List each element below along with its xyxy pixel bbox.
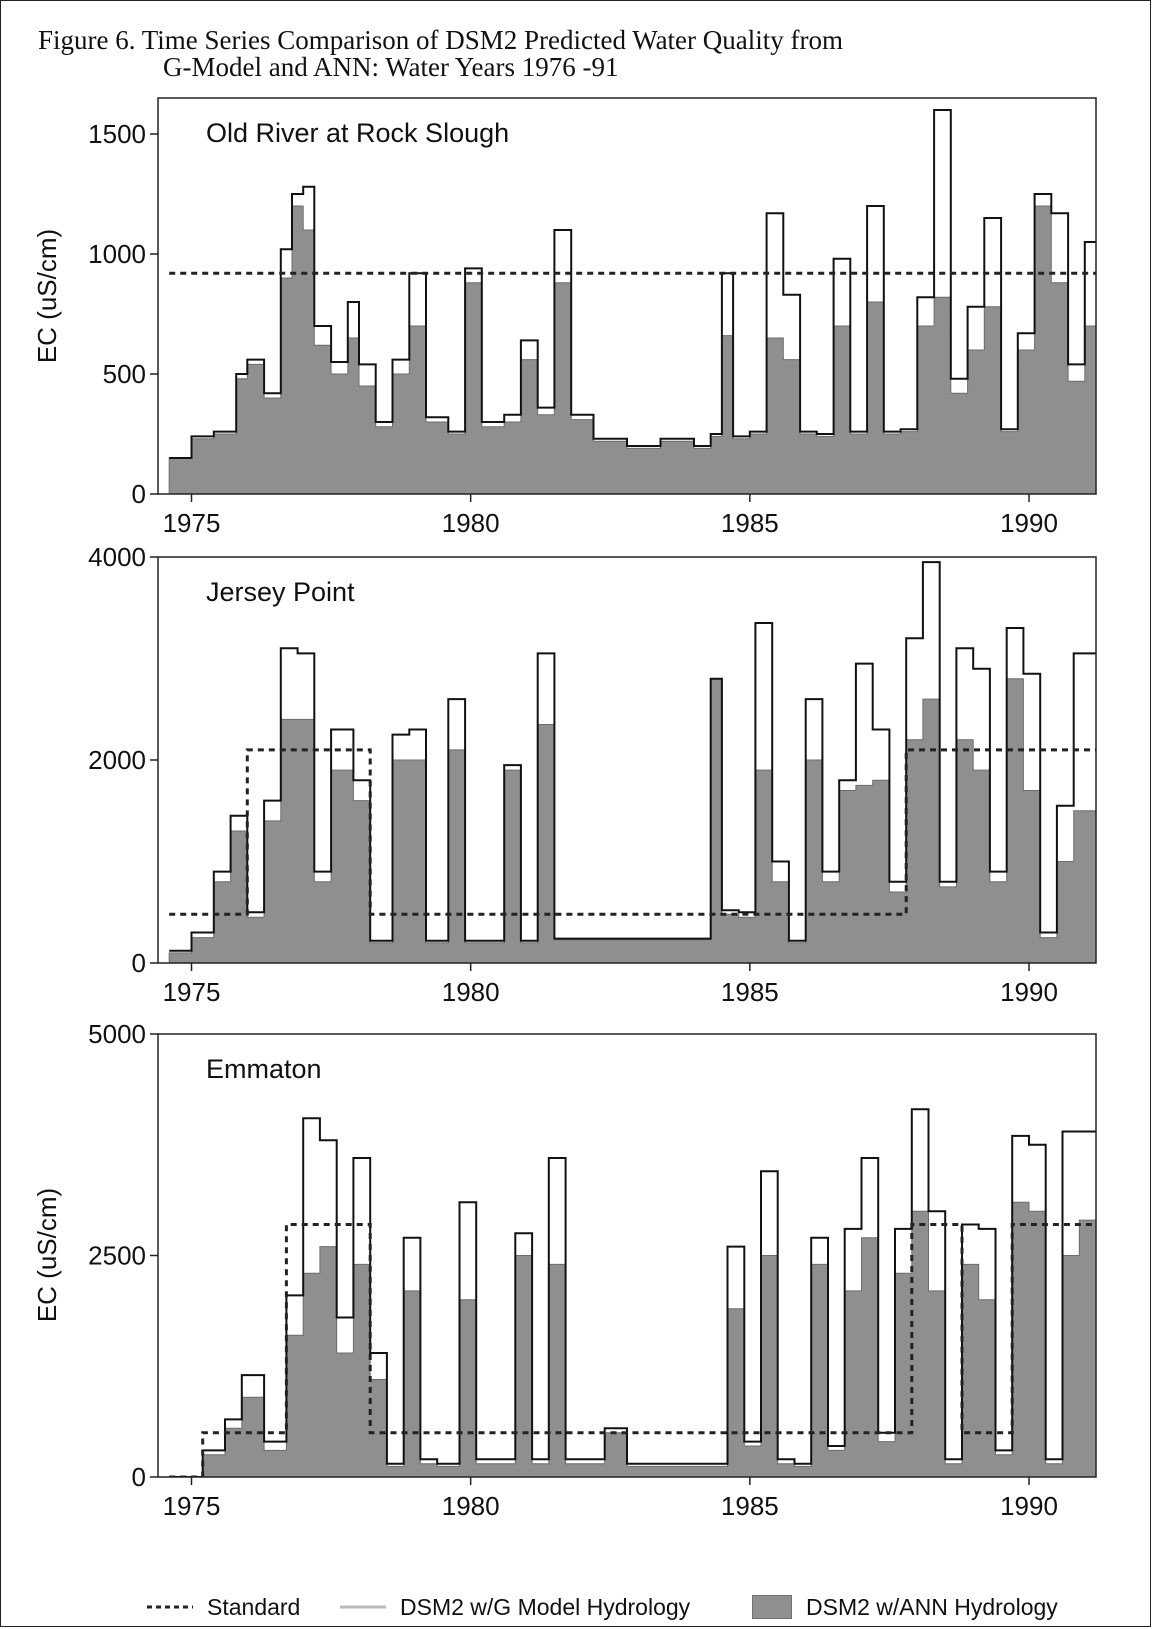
- plot-area: [169, 1108, 1096, 1477]
- series-gmodel-line: [169, 109, 1096, 459]
- plot-frame: [157, 97, 1097, 495]
- y-tick-label: 0: [132, 1462, 146, 1492]
- figure-subtitle: G-Model and ANN: Water Years 1976 -91: [163, 52, 619, 82]
- y-axis-label: EC (uS/cm): [32, 1188, 62, 1322]
- series-gmodel-line: [169, 561, 1096, 952]
- x-tick-label: 1990: [1000, 1491, 1058, 1521]
- ann-fill-swatch: [752, 1595, 792, 1619]
- y-tick-label: 4000: [88, 542, 146, 572]
- figure-title: Figure 6. Time Series Comparison of DSM2…: [38, 25, 844, 55]
- panel-title: Emmaton: [206, 1054, 322, 1084]
- series-standard-line: [169, 1223, 1096, 1477]
- gmodel-line-swatch: [340, 1605, 386, 1609]
- legend-standard-label: Standard: [207, 1593, 301, 1620]
- x-tick-label: 1990: [1000, 977, 1058, 1007]
- series-ann-area: [168, 205, 1096, 494]
- series-ann-area: [169, 1201, 1096, 1477]
- legend-gmodel: DSM2 w/G Model Hydrology: [340, 1593, 690, 1621]
- y-tick-label: 0: [132, 479, 146, 509]
- y-tick-label: 0: [132, 948, 146, 978]
- x-tick-label: 1990: [1000, 508, 1058, 538]
- x-tick-label: 1975: [163, 977, 221, 1007]
- x-tick-label: 1980: [442, 508, 500, 538]
- y-tick-label: 5000: [88, 1019, 146, 1049]
- series-standard-line: [169, 748, 1096, 916]
- chart-panel-3: 0 2500 5000 1975 1980 1985 1990 Emmaton EC (uS/c…: [32, 1019, 1097, 1521]
- x-tick-label: 1985: [721, 977, 779, 1007]
- x-tick-label: 1980: [442, 1491, 500, 1521]
- y-tick-label: 500: [103, 359, 146, 389]
- y-tick-label: 2000: [88, 745, 146, 775]
- x-tick-label: 1975: [163, 508, 221, 538]
- legend-ann-label: DSM2 w/ANN Hydrology: [806, 1593, 1058, 1620]
- legend-gmodel-label: DSM2 w/G Model Hydrology: [400, 1593, 691, 1620]
- series-ann-area: [168, 678, 1096, 963]
- x-tick-label: 1980: [442, 977, 500, 1007]
- y-axis-label: EC (uS/cm): [32, 229, 62, 363]
- panel-title: Old River at Rock Slough: [206, 118, 509, 148]
- charts-canvas: 0 500 1000 1500 1975 1980 1985 1990 Old River at…: [32, 97, 1097, 1521]
- panel-title: Jersey Point: [206, 577, 355, 607]
- x-tick-label: 1975: [163, 1491, 221, 1521]
- plot-area: [168, 561, 1096, 963]
- y-tick-label: 1500: [88, 119, 146, 149]
- y-tick-label: 2500: [88, 1241, 146, 1271]
- chart-panel-1: 0 500 1000 1500 1975 1980 1985 1990 Old River at…: [32, 97, 1097, 538]
- y-tick-label: 1000: [88, 239, 146, 269]
- plot-area: [168, 109, 1096, 494]
- legend-standard: Standard: [147, 1593, 300, 1621]
- x-tick-label: 1985: [721, 1491, 779, 1521]
- standard-line-swatch: [147, 1605, 193, 1609]
- legend-ann: DSM2 w/ANN Hydrology: [752, 1593, 1058, 1621]
- x-tick-label: 1985: [721, 508, 779, 538]
- chart-panel-2: 0 2000 4000 1975 1980 1985 1990 Jersey Point: [88, 542, 1097, 1007]
